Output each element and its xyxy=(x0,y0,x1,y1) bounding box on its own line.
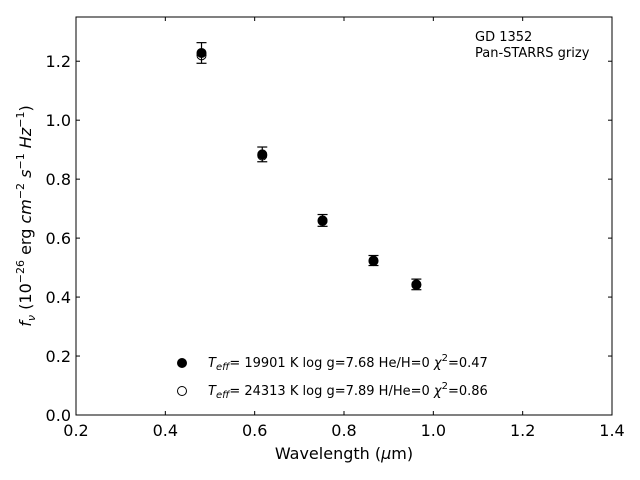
y-axis-title-unit: s xyxy=(16,170,35,178)
data-point-model xyxy=(196,50,207,61)
data-point-model xyxy=(411,279,422,290)
y-axis-title-unit: cm xyxy=(16,199,35,223)
legend-marker-filled xyxy=(177,358,187,368)
legend-teff-sub: eff xyxy=(216,390,231,401)
x-tick-label: 1.4 xyxy=(599,421,624,440)
legend-teff-sub: eff xyxy=(216,362,231,373)
y-axis-title-part: ) xyxy=(16,105,35,111)
legend-teff-text: = 24313 K log g=7.89 H/He=0 xyxy=(229,384,434,399)
y-tick-label: 0.6 xyxy=(46,229,71,248)
y-tick-label: 0.0 xyxy=(46,406,71,425)
legend: Teff= 19901 K log g=7.68 He/H=0 χ2=0.47 … xyxy=(177,353,488,401)
y-tick-label: 0.2 xyxy=(46,347,71,366)
x-axis-title-part: m) xyxy=(391,444,413,463)
x-tick-label: 1.0 xyxy=(421,421,446,440)
y-tick-label: 1.0 xyxy=(46,111,71,130)
annotation-star-name: GD 1352 xyxy=(475,30,532,45)
legend-chi-sup: 2 xyxy=(442,381,448,392)
legend-marker-open xyxy=(177,386,187,396)
data-point-model xyxy=(368,256,379,267)
y-axis-title-exp: −26 xyxy=(14,260,27,283)
y-tick-label: 1.2 xyxy=(46,52,71,71)
y-axis-title-part: (10 xyxy=(16,283,35,315)
x-tick-label: 0.2 xyxy=(63,421,88,440)
legend-teff-text: = 19901 K log g=7.68 He/H=0 xyxy=(229,356,434,371)
legend-chi-text: =0.47 xyxy=(448,356,488,371)
legend-label-model-2: Teff= 24313 K log g=7.89 H/He=0 χ2=0.86 xyxy=(208,381,488,401)
x-tick-label: 1.2 xyxy=(510,421,535,440)
legend-chi-text: =0.86 xyxy=(448,384,488,399)
data-point-model xyxy=(317,216,328,227)
legend-chi-symbol: χ xyxy=(433,356,443,371)
y-axis-title-exp: −2 xyxy=(14,183,27,199)
data-point-model xyxy=(257,150,268,161)
y-axis-title-exp: −1 xyxy=(14,153,27,169)
y-axis-title-exp: −1 xyxy=(14,112,27,128)
x-axis-title-mu: μ xyxy=(380,444,391,463)
x-axis-title: Wavelength (μm) xyxy=(275,444,413,463)
y-axis-title-f: f xyxy=(16,319,35,327)
x-tick-label: 0.6 xyxy=(242,421,267,440)
y-tick-label: 0.4 xyxy=(46,288,71,307)
x-axis-title-part: Wavelength ( xyxy=(275,444,381,463)
legend-label-model-1: Teff= 19901 K log g=7.68 He/H=0 χ2=0.47 xyxy=(208,353,488,373)
legend-chi-symbol: χ xyxy=(433,384,443,399)
data-point-observed xyxy=(196,47,207,58)
y-tick-label: 0.8 xyxy=(46,170,71,189)
legend-chi-sup: 2 xyxy=(442,353,448,364)
annotation-photometry: Pan-STARRS grizy xyxy=(475,46,590,61)
y-axis-title-part: erg xyxy=(16,224,35,260)
x-tick-label: 0.4 xyxy=(153,421,178,440)
y-axis-title-nu-sub: ν xyxy=(25,315,38,321)
axis-ticks xyxy=(75,17,613,416)
axis-tick-labels: 0.2 0.4 0.6 0.8 1.0 1.2 1.40.00.20.40.60.81.01… xyxy=(46,52,625,440)
legend-teff-symbol: T xyxy=(208,384,217,399)
legend-teff-symbol: T xyxy=(208,356,217,371)
x-tick-label: 0.8 xyxy=(331,421,356,440)
data-marks xyxy=(196,42,422,291)
y-axis-title-unit: Hz xyxy=(16,127,35,148)
y-axis-title: fν (10−26 erg cm−2 s−1 Hz−1) xyxy=(14,105,38,326)
